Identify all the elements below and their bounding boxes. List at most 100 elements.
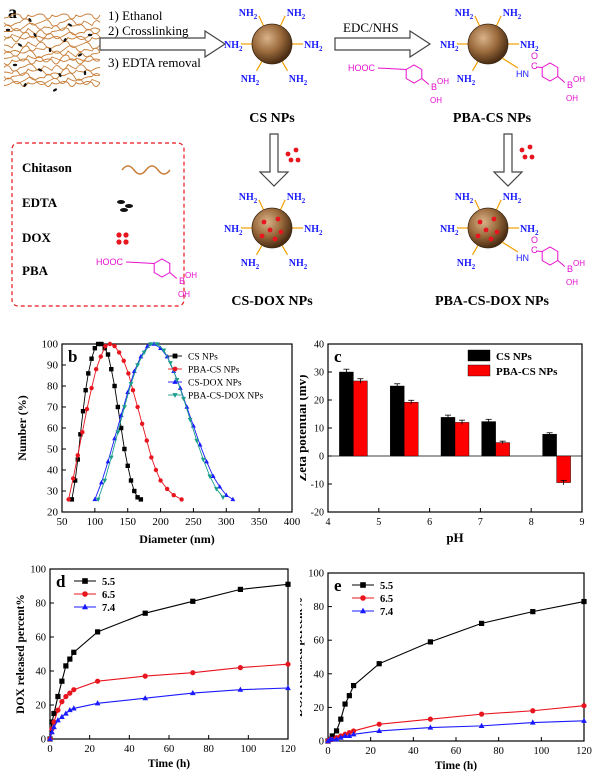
data-point: [71, 649, 77, 655]
data-point: [80, 430, 85, 435]
legend-edta-label: EDTA: [22, 195, 58, 210]
data-point: [427, 724, 434, 730]
data-point: [89, 385, 94, 391]
legend-label: 7.4: [380, 607, 394, 618]
data-point: [351, 682, 357, 689]
data-point: [204, 458, 209, 464]
data-point: [207, 474, 213, 479]
data-point: [80, 409, 86, 414]
panel-label-c: c: [334, 347, 342, 366]
arrow-load-dox-1: [258, 133, 290, 187]
data-point: [59, 699, 65, 705]
data-point: [89, 356, 94, 361]
data-point: [67, 656, 73, 662]
y-tick-label: 80: [36, 599, 47, 610]
data-point: [346, 730, 352, 736]
data-point: [581, 703, 587, 709]
y-axis-label: Zeta potential (mv): [300, 375, 309, 482]
data-point: [194, 438, 200, 444]
data-point: [154, 342, 160, 347]
chart-b-size-distribution: 50 100 150 200 250 300 350 400 20 30 40 50 60 70 80 90 1…: [15, 339, 300, 547]
legend-marker: [172, 366, 178, 372]
y-tick-label: 20: [314, 396, 324, 407]
y-tick-label: 40: [314, 669, 325, 680]
data-point: [135, 495, 140, 500]
legend-swatch: [467, 349, 491, 362]
x-tick-label: 20: [365, 746, 376, 757]
data-point: [70, 476, 76, 481]
data-point: [171, 493, 176, 498]
legend-marker: [82, 591, 88, 597]
arrow-synthesis: [99, 29, 227, 59]
data-point: [118, 425, 124, 431]
data-point: [128, 382, 134, 387]
data-point: [107, 341, 113, 347]
data-point: [95, 497, 101, 503]
np-name-cs-dox: CS-DOX NPs: [231, 294, 313, 309]
data-point: [86, 371, 91, 376]
data-point: [103, 343, 108, 349]
bar: [542, 433, 557, 457]
x-axis-label: Time (h): [148, 758, 190, 770]
data-point: [78, 432, 83, 437]
data-point: [342, 732, 348, 739]
data-point: [350, 731, 357, 737]
svg-text:B: B: [179, 276, 185, 286]
svg-text:NH2: NH2: [440, 224, 459, 237]
y-axis-label: DOX released percent%: [15, 594, 27, 714]
data-point: [337, 734, 344, 740]
svg-text:O: O: [531, 235, 538, 245]
x-tick-label: 60: [451, 746, 462, 757]
x-tick-label: 400: [284, 516, 300, 528]
np-name-cs: CS NPs: [249, 111, 295, 126]
synthesis-scheme: a 1) Ethanol 2) Crosslinking 3) EDTA rem…: [3, 2, 585, 309]
series-line-3: [97, 343, 224, 500]
data-point: [125, 389, 131, 395]
data-point: [59, 713, 65, 719]
data-point: [47, 735, 53, 742]
data-point: [164, 486, 170, 492]
svg-text:OH: OH: [573, 259, 585, 268]
data-point: [329, 736, 336, 742]
y-tick-label: 20: [314, 703, 325, 714]
data-point: [184, 404, 190, 409]
svg-text:B: B: [567, 264, 573, 274]
legend-label: PBA-CS-DOX NPs: [188, 392, 264, 402]
x-tick-label: 40: [124, 744, 135, 755]
legend-label: PBA-CS NPs: [496, 366, 558, 378]
y-axis-label: Number (%): [15, 395, 29, 460]
svg-text:HOOC: HOOC: [96, 257, 124, 267]
svg-text:B: B: [431, 82, 437, 92]
x-tick-label: 350: [251, 516, 268, 528]
scheme-legend-box: [11, 142, 185, 307]
svg-text:NH2: NH2: [503, 8, 522, 21]
bar: [495, 442, 510, 457]
step-2-label: 2) Crosslinking: [108, 23, 189, 38]
data-point: [214, 487, 219, 492]
data-point: [142, 695, 149, 701]
cs-nps-particle: NH2 NH2 NH2 NH2 NH2 NH2: [224, 8, 323, 87]
data-point: [122, 405, 127, 410]
data-point: [376, 727, 383, 733]
data-point: [190, 598, 196, 604]
data-point: [177, 385, 183, 390]
legend-marker: [172, 393, 178, 398]
svg-text:OH: OH: [430, 96, 442, 105]
x-tick-label: 250: [185, 516, 202, 528]
data-point: [83, 388, 88, 393]
svg-text:OH: OH: [185, 271, 197, 280]
data-point: [95, 629, 101, 635]
y-tick-label: -10: [311, 480, 324, 491]
legend-label: 6.5: [380, 594, 393, 605]
data-point: [237, 665, 243, 671]
y-tick-label: 60: [36, 633, 47, 644]
data-point: [72, 478, 78, 483]
data-point: [116, 350, 122, 355]
data-point: [102, 478, 108, 484]
svg-text:NH2: NH2: [520, 40, 539, 53]
data-point: [187, 417, 193, 423]
data-point: [98, 354, 103, 359]
data-point: [108, 455, 114, 461]
x-tick-label: 80: [493, 746, 504, 757]
data-point: [105, 458, 111, 464]
